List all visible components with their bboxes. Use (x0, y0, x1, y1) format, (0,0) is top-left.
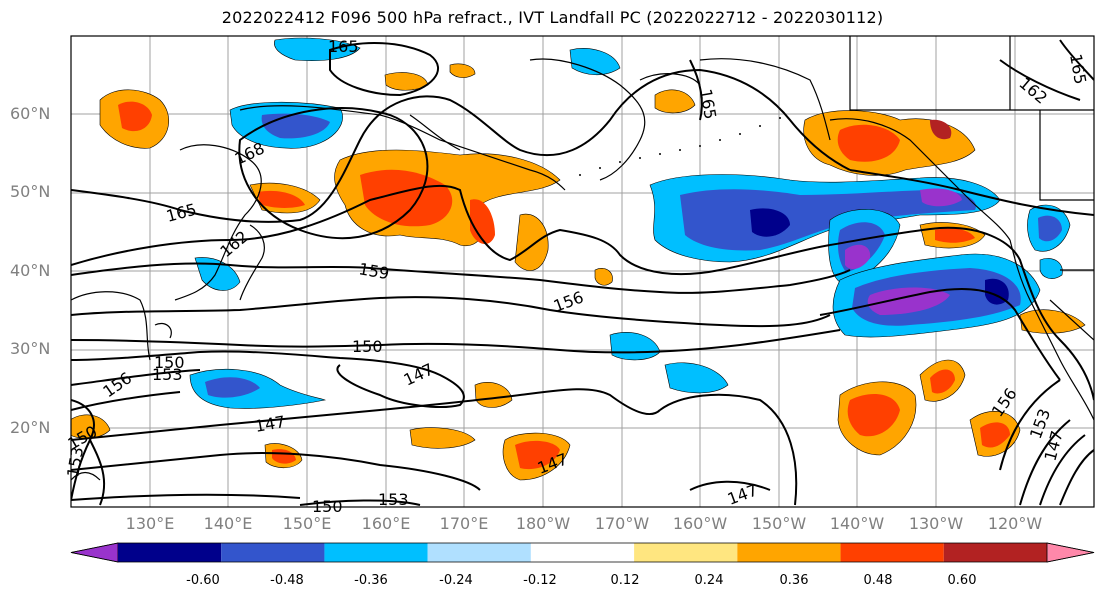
lon-label-130w: 130°W (908, 514, 964, 533)
colorbar-segment (943, 543, 1047, 562)
colorbar-tick: -0.60 (186, 573, 220, 588)
contour-label: 153 (378, 490, 409, 509)
lon-label-180w: 180°W (515, 514, 571, 533)
colorbar-segment (634, 543, 738, 562)
contour-label: 162 (216, 227, 252, 261)
lat-label-60n: 60°N (10, 104, 51, 123)
colorbar-tick: -0.48 (270, 573, 304, 588)
colorbar (70, 542, 1095, 563)
colorbar-segment (324, 543, 428, 562)
colorbar-segment (118, 543, 222, 562)
contour-label: 159 (357, 259, 390, 283)
contour-label: 153 (63, 445, 87, 478)
lon-label-150e: 150°E (282, 514, 332, 533)
height-contours (71, 39, 1094, 506)
coastlines (71, 36, 1094, 481)
colorbar-extend-min (70, 542, 119, 563)
contour-label: 165 (328, 37, 359, 56)
colorbar-segment (530, 543, 635, 562)
positive-anomaly-shading (71, 63, 1086, 481)
lon-label-160w: 160°W (672, 514, 728, 533)
colorbar-segment (427, 543, 531, 562)
lon-label-170e: 170°E (439, 514, 489, 533)
colorbar-tick: 0.12 (610, 573, 640, 588)
contour-label: 156 (99, 368, 135, 401)
lat-label-40n: 40°N (10, 261, 51, 280)
contour-label: 153 (152, 365, 183, 384)
contour-label: 150 (352, 337, 383, 356)
contour-label: 147 (253, 412, 286, 436)
contour-label: 165 (1066, 52, 1090, 85)
map-content (71, 36, 1094, 507)
colorbar-tick: 0.60 (947, 573, 977, 588)
colorbar-tick: 0.48 (863, 573, 893, 588)
map-title: 2022022412 F096 500 hPa refract., IVT La… (221, 8, 884, 27)
colorbar-outline (70, 542, 1095, 563)
lon-label-120w: 120°W (987, 514, 1043, 533)
negative-anomaly-shading (189, 37, 1071, 409)
colorbar-extend-max (1046, 542, 1095, 563)
colorbar-segment (840, 543, 944, 562)
colorbar-tick: 0.24 (694, 573, 724, 588)
colorbar-tick: -0.24 (439, 573, 473, 588)
lat-label-20n: 20°N (10, 418, 51, 437)
lat-label-50n: 50°N (10, 182, 51, 201)
map-frame (70, 35, 1095, 508)
colorbar-segment (737, 543, 841, 562)
contour-label: 150 (312, 497, 343, 516)
lon-label-140w: 140°W (829, 514, 885, 533)
colorbar-tick: 0.36 (779, 573, 809, 588)
lon-label-150w: 150°W (751, 514, 807, 533)
contour-label: 165 (164, 200, 198, 226)
aleutian-islands (579, 117, 781, 176)
lon-label-130e: 130°E (125, 514, 175, 533)
colorbar-tick: -0.36 (354, 573, 388, 588)
colorbar-tick: -0.12 (523, 573, 557, 588)
lat-label-30n: 30°N (10, 339, 51, 358)
contour-label: 150 (154, 353, 185, 372)
contour-label: 162 (1015, 74, 1051, 108)
lon-label-160e: 160°E (361, 514, 411, 533)
lon-label-140e: 140°E (203, 514, 253, 533)
lon-label-170w: 170°W (594, 514, 650, 533)
contour-label: 156 (551, 287, 586, 315)
colorbar-segment (221, 543, 325, 562)
contour-label: 147 (725, 480, 760, 508)
